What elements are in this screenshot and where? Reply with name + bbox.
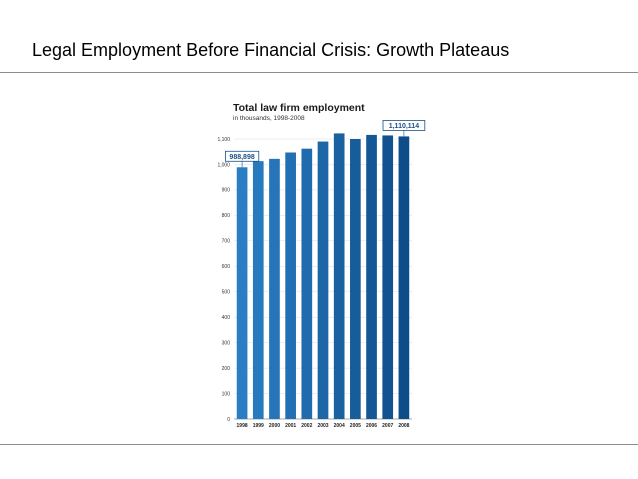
footer-divider	[0, 444, 638, 445]
slide-title: Legal Employment Before Financial Crisis…	[32, 40, 510, 60]
x-tick-label: 2000	[269, 423, 280, 429]
x-tick-label: 1999	[253, 423, 264, 429]
y-tick-label: 1,100	[217, 137, 230, 143]
x-tick-label: 2002	[301, 423, 312, 429]
bar-2008	[398, 136, 410, 419]
callout-box	[382, 120, 426, 131]
bar-2004	[333, 133, 345, 419]
bar-2000	[269, 158, 280, 419]
y-tick-label: 700	[222, 239, 231, 245]
y-tick-label: 900	[222, 188, 231, 194]
bar-2003	[317, 141, 329, 419]
y-tick-label: 100	[222, 391, 231, 397]
x-tick-label: 2006	[366, 423, 377, 429]
y-tick-label: 800	[222, 213, 231, 219]
bar-1998	[236, 167, 248, 419]
bar-2006	[366, 134, 377, 419]
bar-1999	[252, 161, 264, 419]
x-tick-label: 2001	[285, 423, 296, 429]
y-tick-label: 0	[227, 417, 230, 423]
bar-2007	[382, 135, 394, 419]
bar-chart: 0 100 200 300 400 500 600 700 800 900 1,000 1,100 19…	[217, 120, 426, 429]
x-tick-label: 2003	[317, 423, 328, 429]
title-divider	[0, 72, 638, 73]
y-tick-label: 600	[222, 264, 231, 270]
y-tick-label: 1,000	[217, 162, 230, 168]
callout-label: 988,898	[229, 154, 254, 161]
chart-figure: Total law firm employment in thousands, …	[212, 97, 430, 434]
y-tick-label: 400	[222, 315, 231, 321]
chart-title: Total law firm employment	[233, 102, 365, 114]
x-tick-label: 2004	[334, 423, 345, 429]
y-tick-label: 500	[222, 290, 231, 296]
y-tick-label: 300	[222, 340, 231, 346]
x-tick-label: 2007	[382, 423, 393, 429]
callout-label: 1,110,114	[389, 123, 419, 130]
bar-2005	[350, 139, 361, 419]
bar-2002	[301, 148, 313, 419]
chart-subtitle: in thousands, 1998-2008	[233, 115, 305, 122]
y-tick-label: 200	[222, 366, 231, 372]
x-tick-label: 1998	[237, 423, 248, 429]
bar-2001	[285, 152, 296, 419]
x-tick-label: 2008	[398, 423, 409, 429]
callout-box	[224, 150, 260, 162]
x-tick-label: 2005	[350, 423, 361, 429]
